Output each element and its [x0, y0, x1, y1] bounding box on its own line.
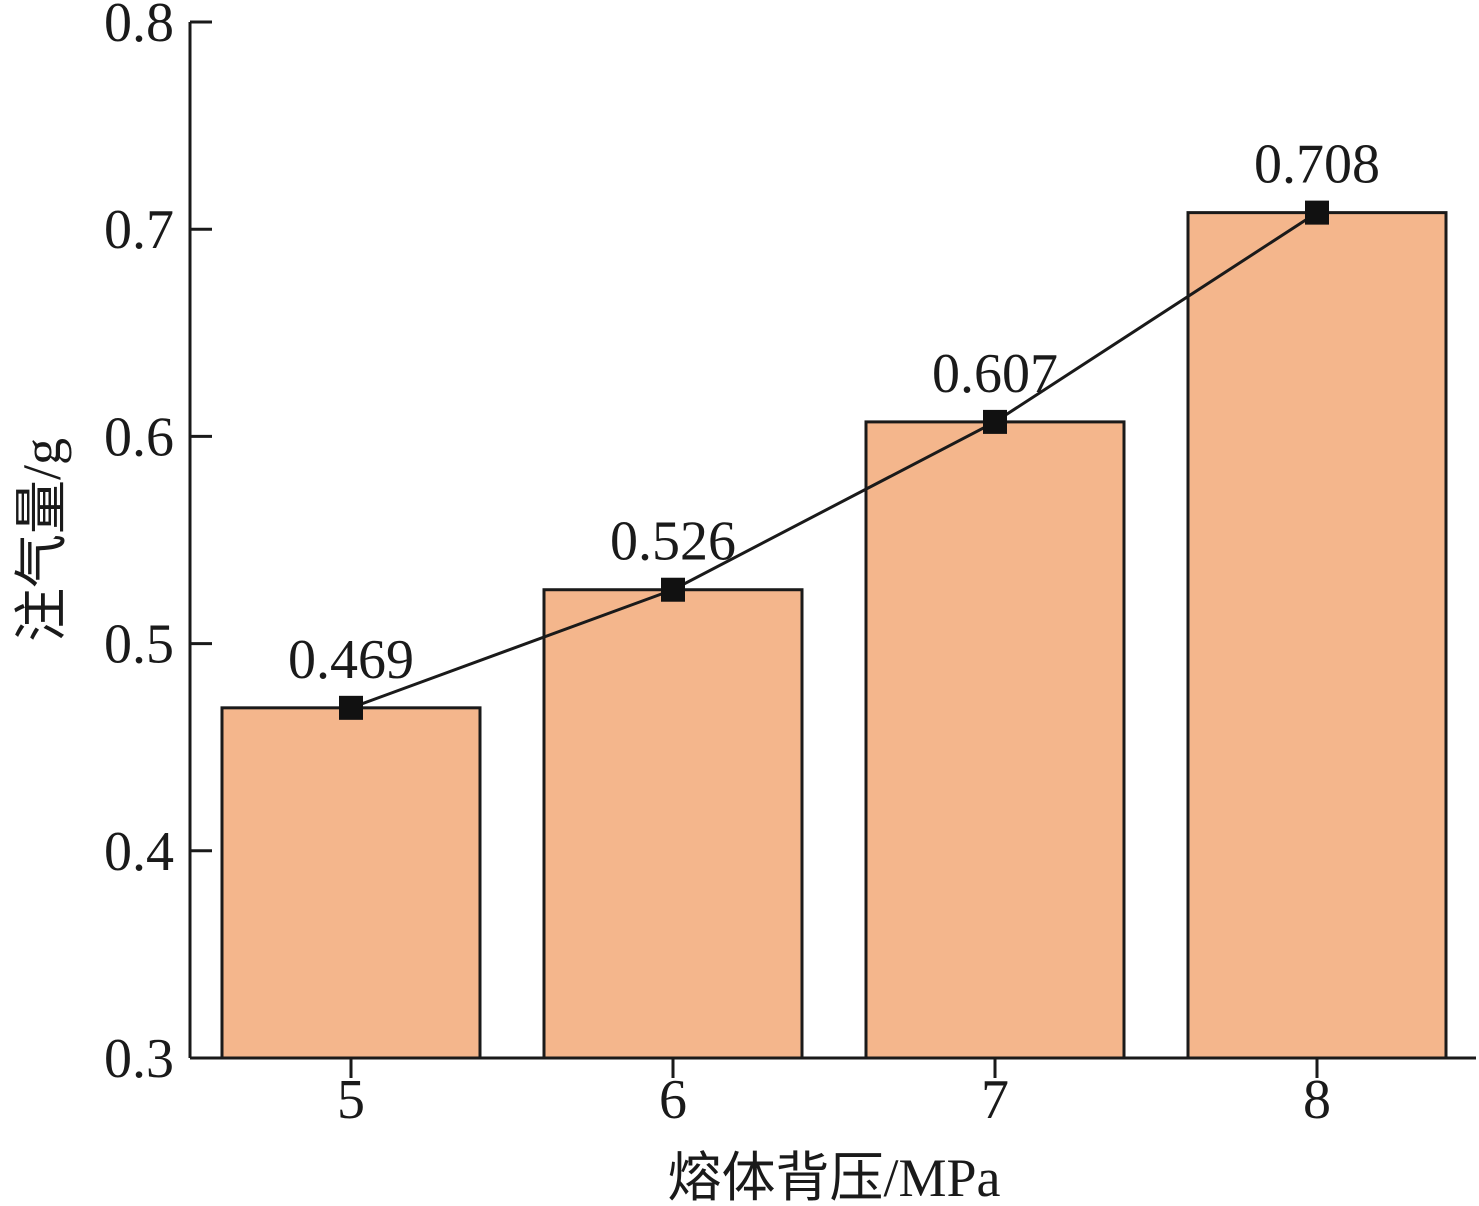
y-tick-label-0.7: 0.7 — [104, 199, 174, 261]
x-tick-label-7: 7 — [981, 1069, 1009, 1131]
data-label-8: 0.708 — [1254, 134, 1380, 196]
marker-8 — [1305, 200, 1329, 225]
bar-8 — [1186, 211, 1448, 1060]
x-axis-title: 熔体背压/MPa — [667, 1148, 1000, 1206]
x-tick-label-5: 5 — [337, 1069, 365, 1131]
bar-5 — [220, 706, 482, 1060]
marker-7 — [983, 409, 1007, 434]
x-tick-label-6: 6 — [659, 1069, 687, 1131]
y-tick-label-0.4: 0.4 — [104, 821, 174, 883]
marker-6 — [661, 577, 685, 602]
y-tick-label-0.3: 0.3 — [104, 1028, 174, 1090]
y-tick-label-0.8: 0.8 — [104, 0, 174, 54]
y-tick-label-0.5: 0.5 — [104, 614, 174, 676]
y-tick-label-0.6: 0.6 — [104, 406, 174, 468]
y-axis-title: 注气量/g — [12, 438, 72, 642]
data-label-7: 0.607 — [932, 343, 1058, 405]
x-tick-label-8: 8 — [1303, 1069, 1331, 1131]
data-label-5: 0.469 — [288, 629, 414, 691]
data-label-6: 0.526 — [610, 511, 736, 573]
series-line — [350, 211, 1318, 710]
bar-7 — [864, 420, 1126, 1060]
bar-6 — [542, 588, 804, 1060]
marker-5 — [339, 695, 363, 720]
data-labels-group: 0.469 0.526 0.607 0.708 — [288, 134, 1380, 691]
line-overlay-group — [339, 200, 1329, 720]
axes-group: 0.3 0.4 0.5 0.6 0.7 0.8 5 6 7 8 — [104, 0, 1476, 1131]
